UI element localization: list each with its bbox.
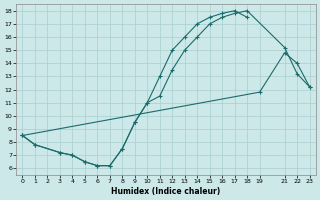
X-axis label: Humidex (Indice chaleur): Humidex (Indice chaleur) <box>111 187 221 196</box>
